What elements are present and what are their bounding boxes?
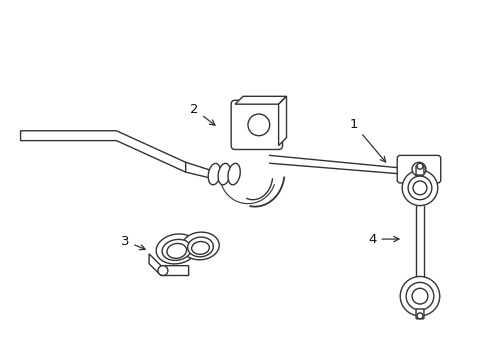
Text: 2: 2 bbox=[190, 103, 215, 125]
Ellipse shape bbox=[156, 234, 197, 264]
Ellipse shape bbox=[208, 163, 220, 185]
Ellipse shape bbox=[162, 239, 191, 260]
Circle shape bbox=[416, 163, 422, 169]
Circle shape bbox=[158, 266, 167, 275]
Circle shape bbox=[411, 288, 427, 304]
Circle shape bbox=[247, 114, 269, 136]
FancyBboxPatch shape bbox=[231, 100, 282, 149]
Circle shape bbox=[411, 162, 425, 176]
FancyBboxPatch shape bbox=[415, 309, 423, 319]
Circle shape bbox=[406, 282, 433, 310]
Text: 1: 1 bbox=[349, 118, 385, 162]
Ellipse shape bbox=[166, 243, 186, 258]
Polygon shape bbox=[235, 96, 286, 104]
Ellipse shape bbox=[218, 163, 230, 185]
Text: 4: 4 bbox=[367, 233, 398, 246]
Circle shape bbox=[412, 181, 426, 195]
Polygon shape bbox=[20, 131, 185, 172]
Circle shape bbox=[401, 170, 437, 206]
FancyBboxPatch shape bbox=[415, 165, 423, 175]
Circle shape bbox=[399, 276, 439, 316]
Polygon shape bbox=[149, 254, 188, 275]
Ellipse shape bbox=[227, 163, 240, 185]
Ellipse shape bbox=[191, 242, 209, 255]
Circle shape bbox=[407, 176, 431, 200]
Polygon shape bbox=[278, 96, 286, 145]
Circle shape bbox=[416, 313, 422, 319]
FancyBboxPatch shape bbox=[396, 156, 440, 183]
Ellipse shape bbox=[187, 237, 213, 257]
Text: 3: 3 bbox=[121, 235, 145, 250]
Ellipse shape bbox=[182, 232, 219, 260]
